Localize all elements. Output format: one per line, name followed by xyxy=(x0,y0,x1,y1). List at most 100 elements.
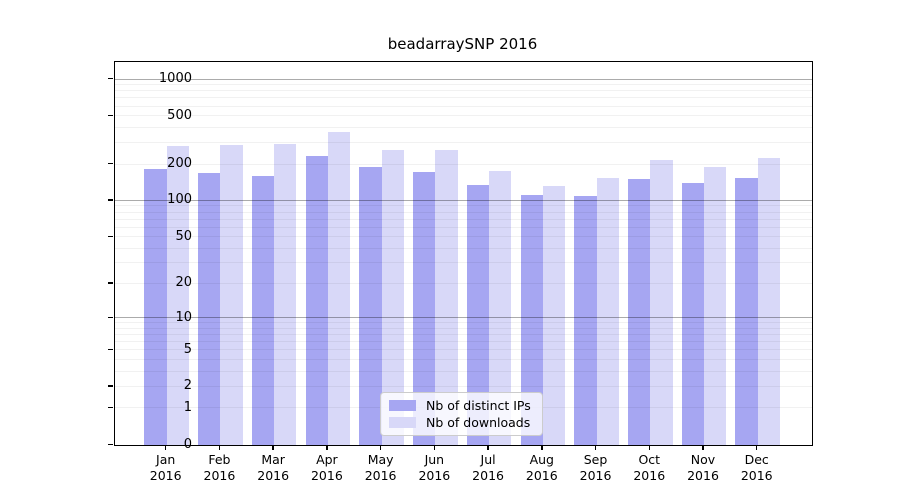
x-tick-label: Jun 2016 xyxy=(418,452,451,483)
x-tick-label: Dec 2016 xyxy=(740,452,773,483)
x-tick-label: Oct 2016 xyxy=(633,452,666,483)
y-tick-label: 1000 xyxy=(158,71,192,87)
gridline xyxy=(115,90,812,92)
gridline xyxy=(115,84,812,86)
y-tick-label: 5 xyxy=(183,341,192,357)
chart-title: beadarraySNP 2016 xyxy=(387,35,538,53)
gridline xyxy=(115,349,812,351)
y-axis-tick xyxy=(107,162,113,165)
bar-distinct-ips xyxy=(735,178,758,445)
y-axis-tick xyxy=(107,348,113,351)
legend-label-distinct-ips: Nb of distinct IPs xyxy=(426,398,531,413)
bar-distinct-ips xyxy=(359,167,382,445)
x-axis-tick xyxy=(165,446,167,450)
bar-downloads xyxy=(757,158,781,445)
bar-distinct-ips xyxy=(198,173,221,445)
gridline xyxy=(115,247,812,249)
y-tick-label: 100 xyxy=(167,192,192,208)
legend-label-downloads: Nb of downloads xyxy=(426,415,531,430)
y-axis-tick xyxy=(107,406,113,409)
plot-area xyxy=(114,61,813,446)
gridline xyxy=(115,283,812,284)
y-tick-label: 20 xyxy=(175,275,192,291)
y-axis-tick xyxy=(107,114,113,117)
gridline xyxy=(115,218,812,220)
x-axis-tick xyxy=(218,446,221,450)
legend-item-downloads: Nb of downloads xyxy=(381,416,542,429)
bar-distinct-ips xyxy=(413,172,436,445)
bar-downloads xyxy=(220,144,243,445)
gridline xyxy=(115,126,812,128)
y-axis-tick xyxy=(107,235,113,237)
x-axis-tick xyxy=(379,446,382,450)
gridline xyxy=(115,334,812,335)
y-axis-tick xyxy=(107,316,113,319)
bar-downloads xyxy=(435,149,458,445)
x-tick-label: Apr 2016 xyxy=(310,452,343,483)
x-axis-tick xyxy=(756,446,758,450)
x-axis-tick xyxy=(272,446,274,450)
gridline xyxy=(115,370,812,372)
x-tick-label: Sep 2016 xyxy=(579,452,612,483)
bar-downloads xyxy=(274,143,297,445)
bar-distinct-ips xyxy=(574,196,597,445)
bar-distinct-ips xyxy=(305,155,328,445)
bar-distinct-ips xyxy=(251,175,275,445)
gridline xyxy=(115,358,812,360)
y-axis-tick xyxy=(107,78,113,80)
gridline xyxy=(115,226,812,228)
y-axis-tick xyxy=(107,385,113,387)
gridline xyxy=(115,385,812,387)
gridline xyxy=(115,236,812,237)
gridline xyxy=(115,163,812,165)
legend-swatch-downloads xyxy=(389,417,416,428)
bar-distinct-ips xyxy=(681,182,704,445)
y-axis-tick xyxy=(107,443,113,445)
gridline xyxy=(115,211,812,213)
bar-downloads xyxy=(489,170,512,445)
y-tick-label: 10 xyxy=(175,309,192,325)
gridline xyxy=(115,262,812,264)
bar-downloads xyxy=(327,131,351,445)
y-tick-label: 2 xyxy=(183,378,192,394)
x-axis-tick xyxy=(541,446,543,450)
x-tick-label: Jul 2016 xyxy=(472,452,504,483)
x-tick-label: Feb 2016 xyxy=(203,452,236,483)
bar-distinct-ips xyxy=(466,184,490,445)
x-axis-tick xyxy=(648,446,650,450)
gridline xyxy=(115,97,812,99)
gridline xyxy=(115,78,812,80)
gridline xyxy=(115,115,812,117)
y-tick-label: 1 xyxy=(183,399,192,415)
y-tick-label: 0 xyxy=(183,436,192,452)
gridline xyxy=(115,341,812,343)
y-tick-label: 200 xyxy=(167,155,192,171)
x-axis-tick xyxy=(594,446,597,450)
gridline xyxy=(115,322,812,324)
bar-downloads xyxy=(542,185,566,445)
legend: Nb of distinct IPs Nb of downloads xyxy=(380,392,543,436)
x-axis-tick xyxy=(326,446,328,450)
bar-distinct-ips xyxy=(627,179,651,445)
bar-distinct-ips xyxy=(520,194,543,445)
legend-item-distinct-ips: Nb of distinct IPs xyxy=(381,399,542,412)
x-tick-label: Nov 2016 xyxy=(687,452,719,483)
bar-downloads xyxy=(596,178,619,445)
gridline xyxy=(115,205,812,207)
y-tick-label: 50 xyxy=(175,228,192,244)
gridline xyxy=(115,317,812,319)
bar-downloads xyxy=(381,149,404,445)
x-tick-label: May 2016 xyxy=(364,452,397,483)
bar-downloads xyxy=(650,159,673,445)
x-tick-label: Jan 2016 xyxy=(149,452,182,483)
bar-distinct-ips xyxy=(144,169,167,445)
gridline xyxy=(115,327,812,329)
x-axis-tick xyxy=(702,446,704,450)
bar-downloads xyxy=(704,167,727,445)
gridline xyxy=(115,199,812,201)
x-axis-tick xyxy=(433,446,436,450)
legend-swatch-distinct-ips xyxy=(389,400,416,411)
x-axis-tick xyxy=(487,446,489,450)
gridline xyxy=(115,142,812,144)
